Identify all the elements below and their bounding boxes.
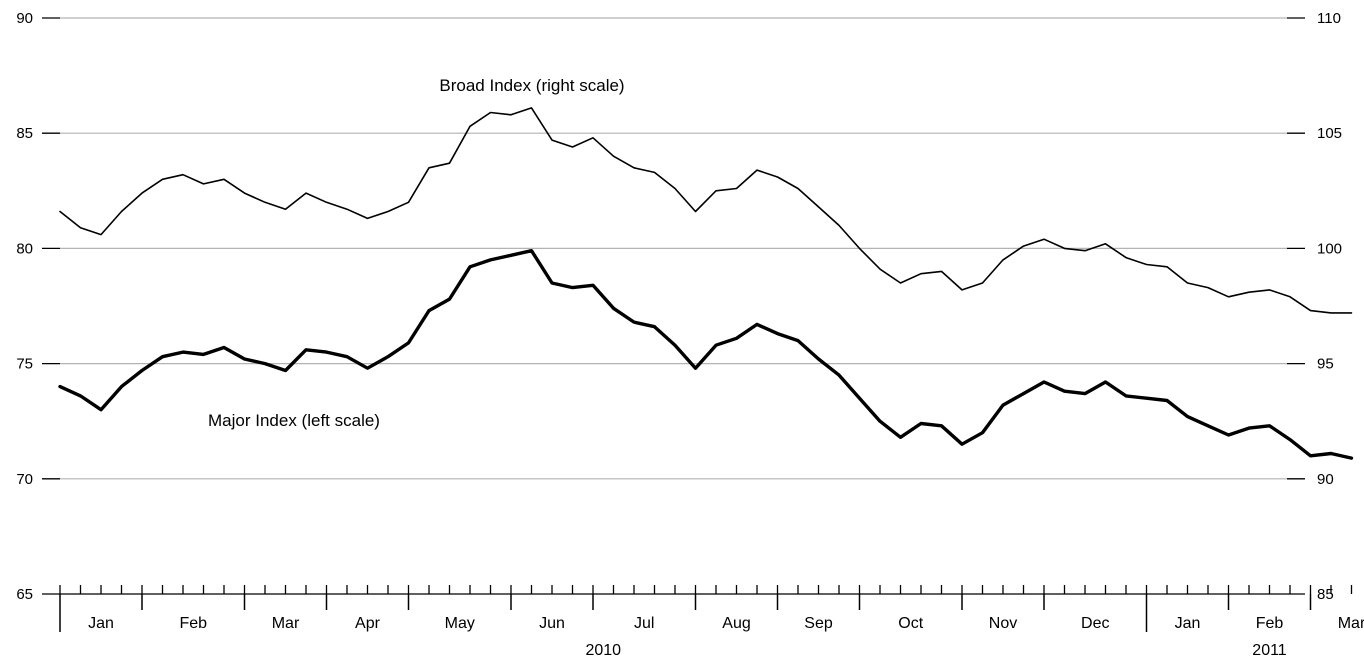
broad-index-label: Broad Index (right scale): [439, 76, 624, 95]
right-tick-label: 90: [1317, 471, 1334, 488]
grid-lines: [60, 17, 1287, 480]
right-tick-label: 100: [1317, 240, 1342, 257]
month-label: Jan: [88, 615, 114, 632]
year-label: 2011: [1252, 642, 1287, 659]
left-tick-label: 70: [16, 471, 33, 488]
month-label: Apr: [355, 615, 381, 632]
month-label: Dec: [1081, 615, 1109, 632]
month-label: Oct: [898, 615, 923, 632]
month-label: Feb: [179, 615, 207, 632]
major-index-label: Major Index (left scale): [208, 411, 380, 430]
broad-index-line: [59, 107, 1353, 314]
right-tick-label: 105: [1317, 125, 1342, 142]
left-tick-label: 85: [16, 125, 33, 142]
month-label: Mar: [1338, 615, 1364, 632]
month-label: May: [445, 615, 475, 632]
right-tick-label: 85: [1317, 586, 1334, 603]
month-label: Jan: [1175, 615, 1201, 632]
month-label: Feb: [1256, 615, 1284, 632]
x-axis: Jan Feb Mar Apr May Jun Jul Aug Sep Oct Nov Dec Jan F…: [59, 585, 1364, 659]
left-tick-label: 90: [16, 10, 33, 27]
left-axis: 65 70 75 80 85 90: [16, 10, 60, 603]
month-label: Nov: [989, 615, 1017, 632]
left-tick-label: 65: [16, 586, 33, 603]
series-layer: [58, 107, 1354, 460]
left-tick-label: 80: [16, 240, 33, 257]
right-axis: 85 90 95 100 105 110: [1287, 10, 1342, 603]
major-index-line: [58, 249, 1354, 460]
month-label: Jul: [634, 615, 654, 632]
left-tick-label: 75: [16, 356, 33, 373]
right-tick-label: 110: [1317, 10, 1341, 27]
year-label: 2010: [585, 642, 621, 659]
month-label: Sep: [804, 615, 833, 632]
month-label: Jun: [539, 615, 565, 632]
month-label: Aug: [722, 615, 750, 632]
right-tick-label: 95: [1317, 356, 1334, 373]
month-label: Mar: [272, 615, 300, 632]
